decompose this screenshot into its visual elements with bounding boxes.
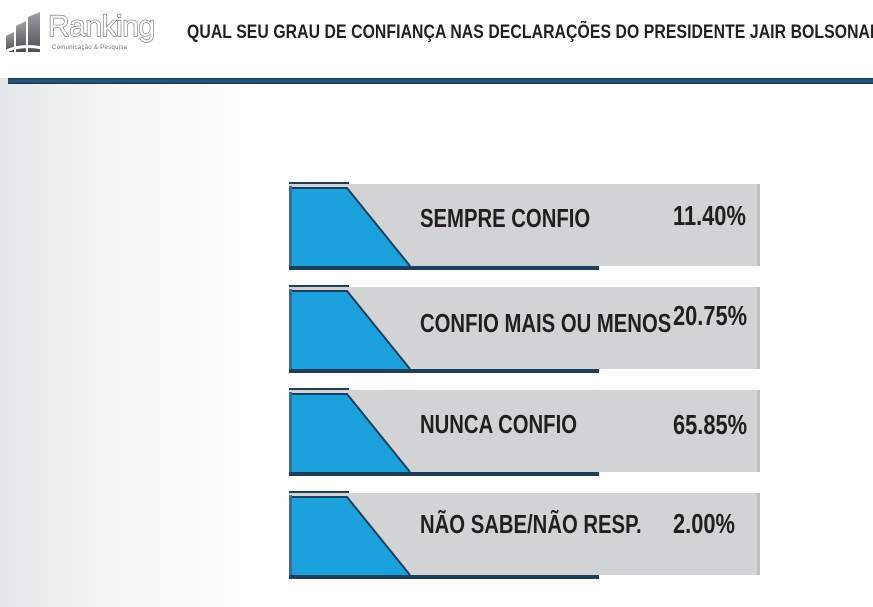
card-left-edge [289,289,292,369]
card-edge-shadow [757,287,760,369]
ranking-logo: Ranking Comunicação & Pesquisa [4,8,156,58]
result-card: NUNCA CONFIO 65.85% [289,388,761,476]
logo-subtext: Comunicação & Pesquisa [52,45,128,51]
card-edge-shadow [757,184,760,266]
card-bottom-strip [289,575,599,579]
percentage-value: 20.75% [673,300,748,331]
card-tab-outline [289,393,411,473]
card-tab-outline [289,290,411,370]
card-edge-shadow [757,493,760,575]
logo-text: Ranking [47,9,155,43]
header-divider [8,78,873,84]
category-label: NUNCA CONFIO [420,409,577,439]
result-card: CONFIO MAIS OU MENOS 20.75% [289,285,761,373]
card-blue-tab [289,188,410,266]
card-left-edge [289,186,292,266]
card-left-edge [289,392,292,472]
chart-title: QUAL SEU GRAU DE CONFIANÇA NAS DECLARAÇÕ… [187,22,873,43]
result-card: NÃO SABE/NÃO RESP. 2.00% [289,491,761,579]
card-background [289,491,760,579]
card-top-strip [289,388,349,391]
card-blue-tab [289,394,410,472]
card-top-strip [289,285,349,288]
category-label: NÃO SABE/NÃO RESP. [420,509,642,539]
card-blue-tab [289,497,410,575]
percentage-value: 11.40% [673,200,746,231]
percentage-value: 2.00% [673,508,735,539]
card-left-edge [289,495,292,575]
card-bottom-strip [289,266,599,270]
percentage-value: 65.85% [673,409,748,440]
card-bottom-strip [289,472,599,476]
category-label: SEMPRE CONFIO [420,203,591,233]
card-background [289,285,760,373]
ranking-logo-icon [4,12,50,54]
card-top-strip [289,491,349,494]
card-edge-shadow [757,390,760,472]
header: Ranking Comunicação & Pesquisa QUAL SEU … [0,0,873,78]
card-background [289,182,760,270]
card-bottom-strip [289,369,599,373]
card-blue-tab [289,291,410,369]
category-label: CONFIO MAIS OU MENOS [420,308,672,338]
card-tab-outline [289,496,411,576]
card-tab-outline [289,187,411,267]
card-top-strip [289,182,349,185]
result-card: SEMPRE CONFIO 11.40% [289,182,761,270]
card-background [289,388,760,476]
